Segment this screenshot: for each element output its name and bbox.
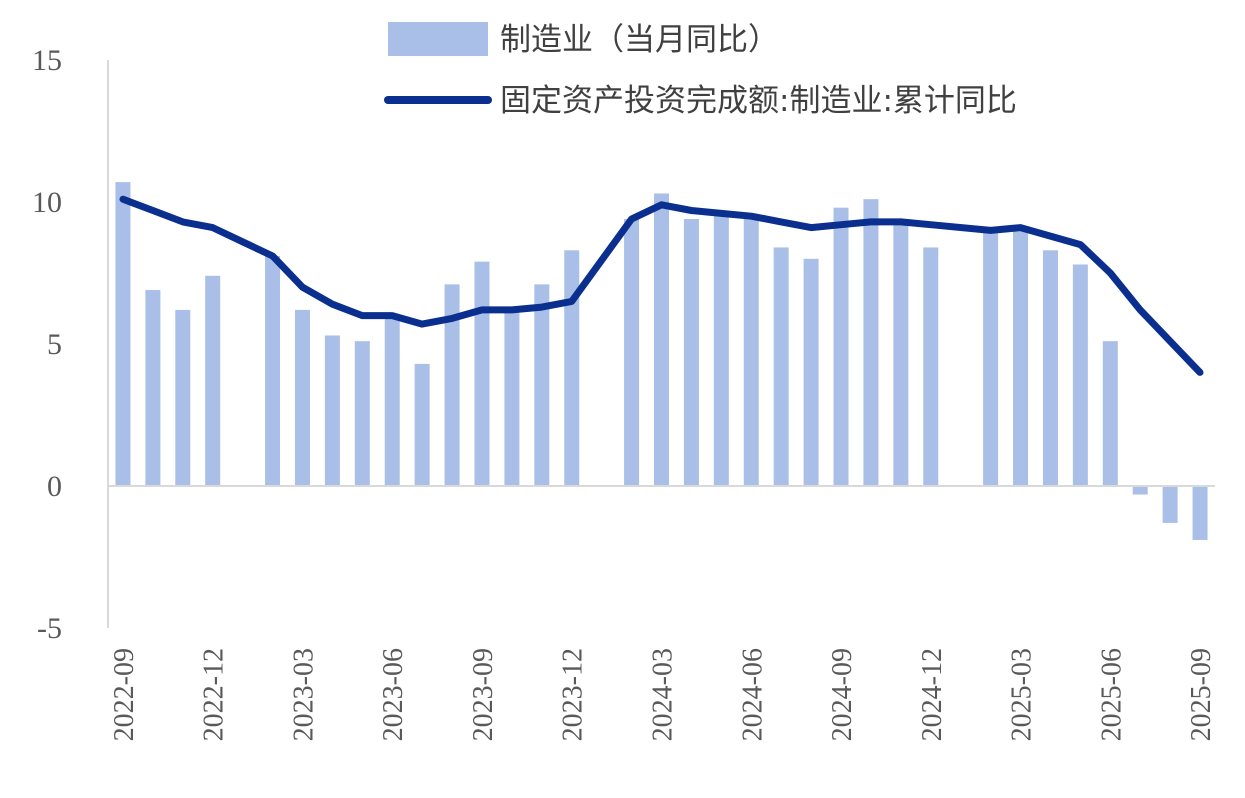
bar: [1042, 250, 1058, 486]
x-tick-label: 2025-03: [1007, 648, 1038, 741]
x-tick-label: 2024-09: [827, 648, 858, 741]
x-tick-label: 2022-12: [199, 648, 230, 741]
x-tick-label: 2022-09: [109, 648, 140, 741]
y-axis: -5 0 5 10 15: [32, 44, 109, 645]
line-series: [119, 195, 1204, 376]
legend: 制造业（当月同比） 固定资产投资完成额:制造业:累计同比: [384, 22, 1017, 119]
bar: [414, 363, 430, 486]
bar: [624, 219, 640, 487]
legend-bar-label: 制造业（当月同比）: [500, 22, 779, 58]
bar: [1102, 341, 1118, 486]
bar: [1013, 227, 1029, 486]
bar: [654, 193, 669, 487]
bar: [713, 213, 729, 487]
bar: [564, 250, 580, 486]
x-tick: 2024-03: [648, 648, 679, 741]
x-tick: 2025-06: [1096, 648, 1127, 741]
x-tick-label: 2024-06: [737, 648, 768, 741]
legend-bar-swatch: [388, 22, 488, 56]
x-axis: 2022-09 2022-12 2023-03 2023-06 2023-09 2023-…: [109, 648, 1217, 741]
y-tick-label: 0: [47, 470, 62, 503]
bar: [1072, 264, 1088, 486]
x-tick: 2024-06: [737, 648, 768, 741]
x-tick: 2023-12: [558, 648, 589, 741]
bar: [833, 207, 849, 486]
bar: [773, 247, 789, 486]
plot-area: [108, 182, 1215, 540]
x-tick: 2022-12: [199, 648, 230, 741]
bar: [893, 221, 909, 486]
bar: [863, 199, 879, 486]
x-tick-label: 2023-03: [288, 648, 319, 741]
bar: [324, 335, 340, 486]
x-tick: 2022-09: [109, 648, 140, 741]
bar: [1162, 486, 1178, 523]
x-tick: 2023-03: [288, 648, 319, 741]
bar: [683, 219, 699, 487]
bar: [294, 309, 310, 486]
bar: [1132, 486, 1148, 495]
bar: [504, 307, 520, 486]
y-tick-label: 15: [32, 44, 62, 77]
bar: [115, 182, 131, 486]
bar: [983, 230, 999, 486]
x-tick: 2023-09: [468, 648, 499, 741]
x-tick-label: 2024-12: [917, 648, 948, 741]
x-tick-label: 2023-12: [558, 648, 589, 741]
bar: [444, 284, 460, 486]
bar: [474, 261, 490, 486]
x-tick-label: 2023-09: [468, 648, 499, 741]
x-tick: 2024-12: [917, 648, 948, 741]
bar: [534, 284, 550, 486]
y-tick-label: 10: [32, 186, 62, 219]
y-tick-label: 5: [47, 328, 62, 361]
bar: [923, 247, 939, 486]
x-tick: 2025-03: [1007, 648, 1038, 741]
legend-line-label: 固定资产投资完成额:制造业:累计同比: [500, 83, 1017, 119]
x-tick-label: 2025-09: [1186, 648, 1217, 741]
x-tick-label: 2024-03: [648, 648, 679, 741]
bar: [743, 216, 759, 486]
x-tick: 2025-09: [1186, 648, 1217, 741]
bar: [803, 258, 819, 486]
x-tick: 2023-06: [378, 648, 409, 741]
x-tick-label: 2025-06: [1096, 648, 1127, 741]
bar: [1192, 486, 1208, 540]
bar: [265, 255, 281, 486]
x-tick-label: 2023-06: [378, 648, 409, 741]
bar: [384, 315, 400, 486]
bar: [205, 275, 221, 486]
x-tick: 2024-09: [827, 648, 858, 741]
bar: [145, 290, 161, 486]
bar: [175, 309, 191, 486]
y-tick-label: -5: [37, 612, 62, 645]
bar: [354, 341, 370, 486]
